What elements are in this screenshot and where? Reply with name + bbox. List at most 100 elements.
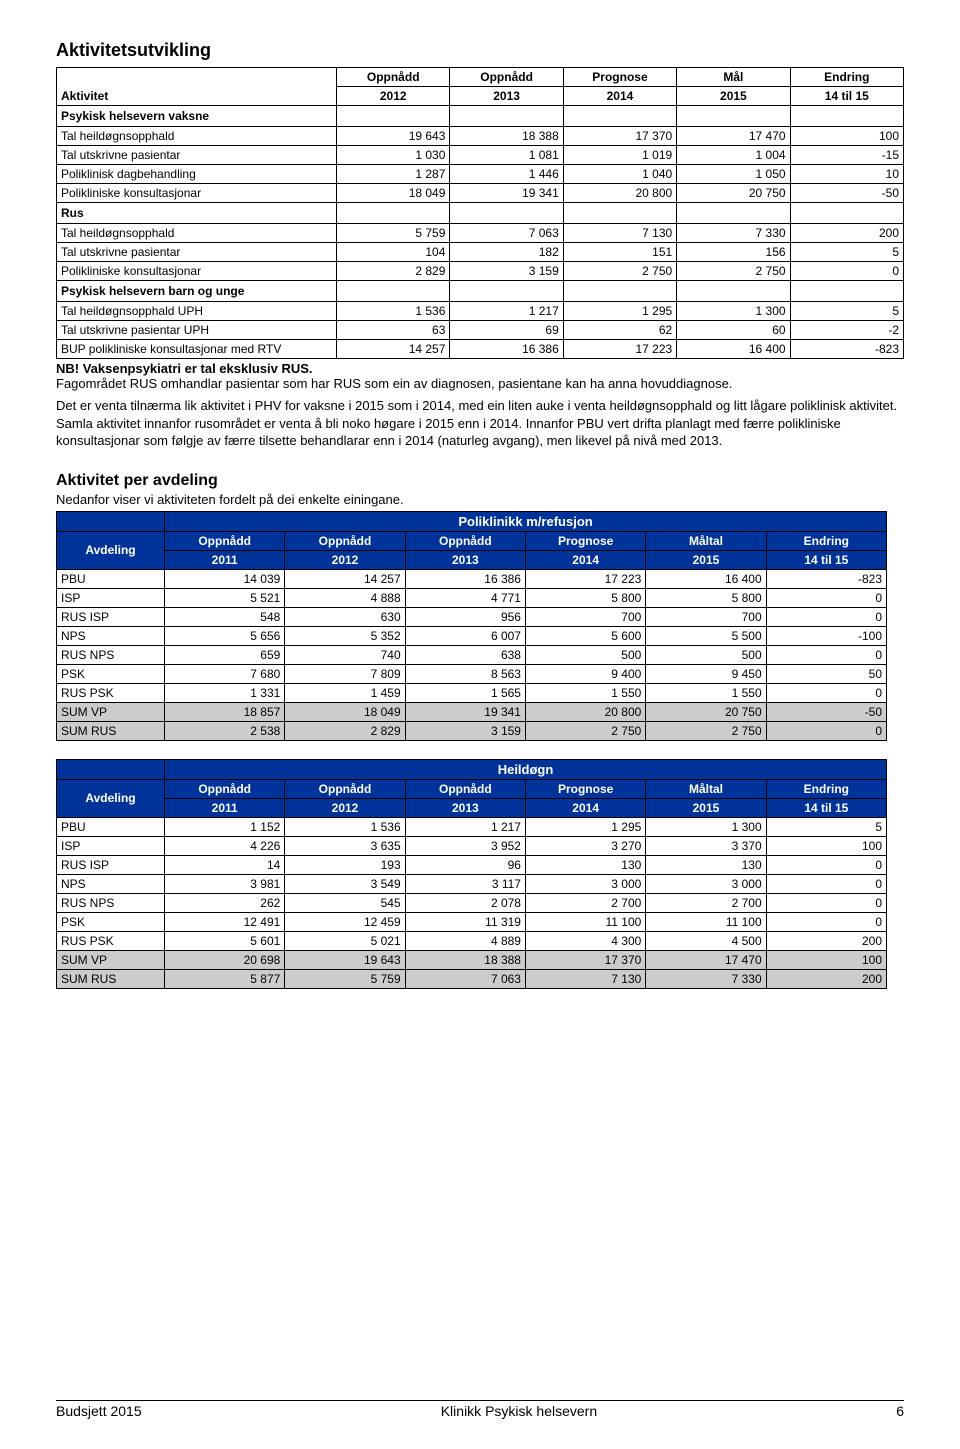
cell: 3 270 [525, 836, 645, 855]
group-rus: Rus [57, 203, 904, 224]
cell: 2 750 [677, 262, 790, 281]
cell: 17 223 [525, 569, 645, 588]
cell: 700 [646, 607, 766, 626]
col-endringa: Endring [790, 68, 903, 87]
cell: 500 [525, 645, 645, 664]
cell: 500 [646, 645, 766, 664]
cell: 2 750 [525, 721, 645, 740]
hb-2011b: 2011 [165, 798, 285, 817]
rus-note: Fagområdet RUS omhandlar pasientar som h… [56, 376, 904, 391]
cell: 1 536 [285, 817, 405, 836]
table-row: ISP5 5214 8884 7715 8005 8000 [57, 588, 887, 607]
cell: 100 [766, 950, 886, 969]
cell: 193 [285, 855, 405, 874]
cell: 1 300 [646, 817, 766, 836]
table-row: PSK7 6807 8098 5639 4009 45050 [57, 664, 887, 683]
cell: -823 [790, 340, 903, 359]
cell: 1 295 [525, 817, 645, 836]
row-label: Polikliniske konsultasjonar [57, 184, 337, 203]
cell: 18 049 [285, 702, 405, 721]
table-row: PSK12 49112 45911 31911 10011 1000 [57, 912, 887, 931]
h-2011b: 2011 [165, 550, 285, 569]
col-2012b: 2012 [337, 87, 450, 106]
cell: 1 217 [405, 817, 525, 836]
cell: 20 800 [563, 184, 676, 203]
cell: 200 [790, 224, 903, 243]
h-endringb: 14 til 15 [766, 550, 886, 569]
table-row: RUS ISP14193961301300 [57, 855, 887, 874]
hb-endringa: Endring [766, 779, 886, 798]
cell: 5 500 [646, 626, 766, 645]
cell: 3 117 [405, 874, 525, 893]
cell: 0 [766, 912, 886, 931]
cell: 1 217 [450, 302, 563, 321]
cell: 4 226 [165, 836, 285, 855]
cell: 545 [285, 893, 405, 912]
cell: 104 [337, 243, 450, 262]
page-footer: Budsjett 2015 Klinikk Psykisk helsevern … [56, 1400, 904, 1419]
cell: 5 [766, 817, 886, 836]
cell: 18 857 [165, 702, 285, 721]
table-row: Polikliniske konsultasjonar18 04919 3412… [57, 184, 904, 203]
row-label: RUS ISP [57, 607, 165, 626]
cell: 18 388 [450, 127, 563, 146]
cell: 7 130 [525, 969, 645, 988]
cell: 151 [563, 243, 676, 262]
cell: 182 [450, 243, 563, 262]
col-2015b: 2015 [677, 87, 790, 106]
h-2014b: 2014 [525, 550, 645, 569]
cell: 1 459 [285, 683, 405, 702]
cell: 5 601 [165, 931, 285, 950]
section-title-aktivitetsutvikling: Aktivitetsutvikling [56, 40, 904, 61]
cell: 5 600 [525, 626, 645, 645]
table-row: NPS5 6565 3526 0075 6005 500-100 [57, 626, 887, 645]
cell: 7 063 [450, 224, 563, 243]
hb-endringb: 14 til 15 [766, 798, 886, 817]
cell: 1 300 [677, 302, 790, 321]
cell: -50 [766, 702, 886, 721]
cell: 14 257 [285, 569, 405, 588]
cell: 17 370 [563, 127, 676, 146]
cell: 1 550 [525, 683, 645, 702]
col-2015a: Mål [677, 68, 790, 87]
row-label: Tal heildøgnsopphald [57, 224, 337, 243]
cell: 11 319 [405, 912, 525, 931]
cell: 956 [405, 607, 525, 626]
row-label: SUM RUS [57, 969, 165, 988]
cell: 0 [766, 683, 886, 702]
cell: 3 370 [646, 836, 766, 855]
row-label: ISP [57, 588, 165, 607]
cell: 62 [563, 321, 676, 340]
cell: 1 331 [165, 683, 285, 702]
h-2013b: 2013 [405, 550, 525, 569]
cell: 5 759 [337, 224, 450, 243]
caption-heildogn: Heildøgn [165, 759, 887, 779]
cell: 0 [766, 855, 886, 874]
cell: 548 [165, 607, 285, 626]
cell: 638 [405, 645, 525, 664]
table-row: BUP polikliniske konsultasjonar med RTV 1… [57, 340, 904, 359]
cell: 17 223 [563, 340, 676, 359]
row-label: NPS [57, 874, 165, 893]
h-2013a: Oppnådd [405, 531, 525, 550]
cell: 100 [790, 127, 903, 146]
hb-2011a: Oppnådd [165, 779, 285, 798]
cell: 7 330 [677, 224, 790, 243]
cell: 14 039 [165, 569, 285, 588]
col-avdeling-b: Avdeling [57, 779, 165, 817]
cell: 700 [525, 607, 645, 626]
col-activity: Aktivitet [57, 68, 337, 106]
row-label: BUP polikliniske konsultasjonar med RTV [57, 340, 337, 359]
row-label: SUM RUS [57, 721, 165, 740]
cell: 20 750 [677, 184, 790, 203]
cell: 130 [525, 855, 645, 874]
cell: 2 750 [563, 262, 676, 281]
cell: 2 700 [646, 893, 766, 912]
table-row: RUS NPS2625452 0782 7002 7000 [57, 893, 887, 912]
cell: 3 549 [285, 874, 405, 893]
cell: 3 000 [646, 874, 766, 893]
cell: 5 521 [165, 588, 285, 607]
cell: 3 159 [450, 262, 563, 281]
cell: 12 459 [285, 912, 405, 931]
cell: -50 [790, 184, 903, 203]
